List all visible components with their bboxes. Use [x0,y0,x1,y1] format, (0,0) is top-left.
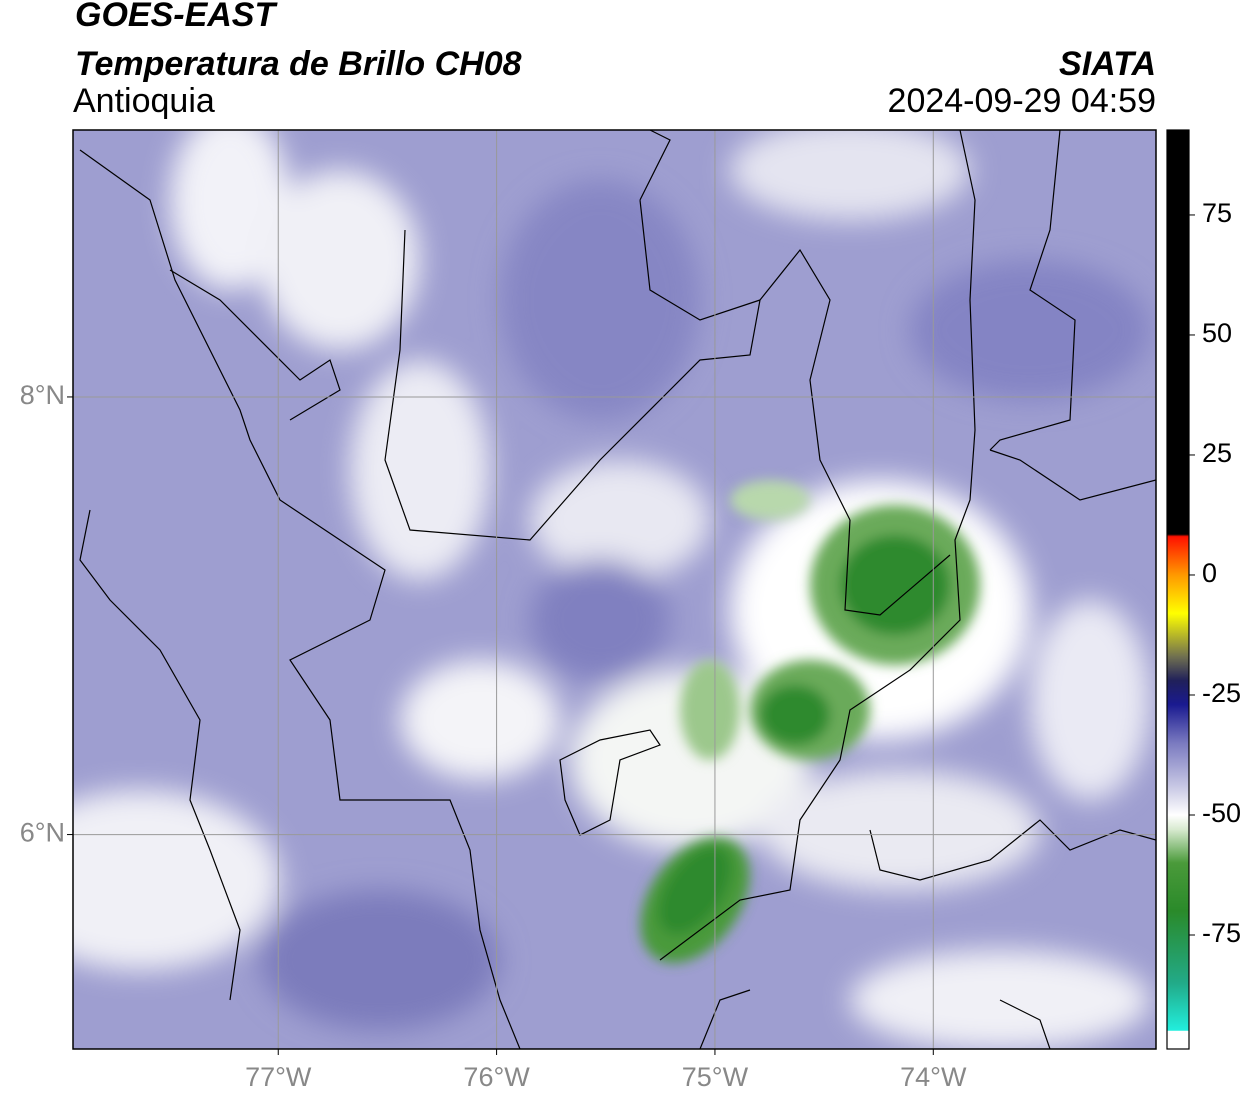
region: Antioquia [73,82,215,120]
x-tick-label: 76°W [463,1062,530,1092]
colorbar-tick-label: 0 [1202,558,1217,588]
product: Temperatura de Brillo CH08 [75,45,522,83]
map-frame [72,129,1157,1050]
x-tick-label: 77°W [245,1062,312,1092]
graticule [73,130,1156,1049]
y-tick-label: 6°N [20,818,65,848]
boundaries [79,130,1156,1049]
colorbar-tick-label: 50 [1202,318,1232,348]
satellite: GOES-EAST [75,0,278,34]
colorbar-tick-label: -25 [1202,678,1241,708]
imagery [73,130,1156,1049]
x-tick-label: 74°W [900,1062,967,1092]
colorbar-tick-label: -50 [1202,798,1241,828]
colorbar-tick-label: 25 [1202,438,1232,468]
x-tick-label: 75°W [682,1062,749,1092]
datetime: 2024-09-29 04:59 [888,82,1156,120]
y-tick-label: 8°N [20,380,65,410]
colorbar-tick-label: 75 [1202,198,1232,228]
colorbar-tick-label: -75 [1202,918,1241,948]
colorbar [1166,129,1190,1050]
agency: SIATA [1059,45,1156,83]
